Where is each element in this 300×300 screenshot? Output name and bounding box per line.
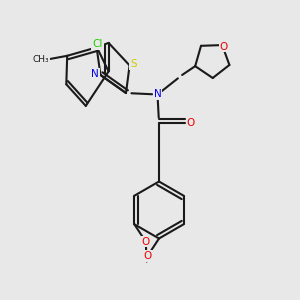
Text: O: O — [143, 251, 152, 261]
Text: N: N — [91, 69, 99, 79]
Text: S: S — [130, 59, 136, 69]
Text: Cl: Cl — [92, 39, 103, 50]
Text: N: N — [154, 89, 161, 100]
Text: CH₃: CH₃ — [33, 55, 50, 64]
Text: O: O — [187, 118, 195, 128]
Text: O: O — [220, 42, 228, 52]
Text: O: O — [142, 237, 150, 247]
